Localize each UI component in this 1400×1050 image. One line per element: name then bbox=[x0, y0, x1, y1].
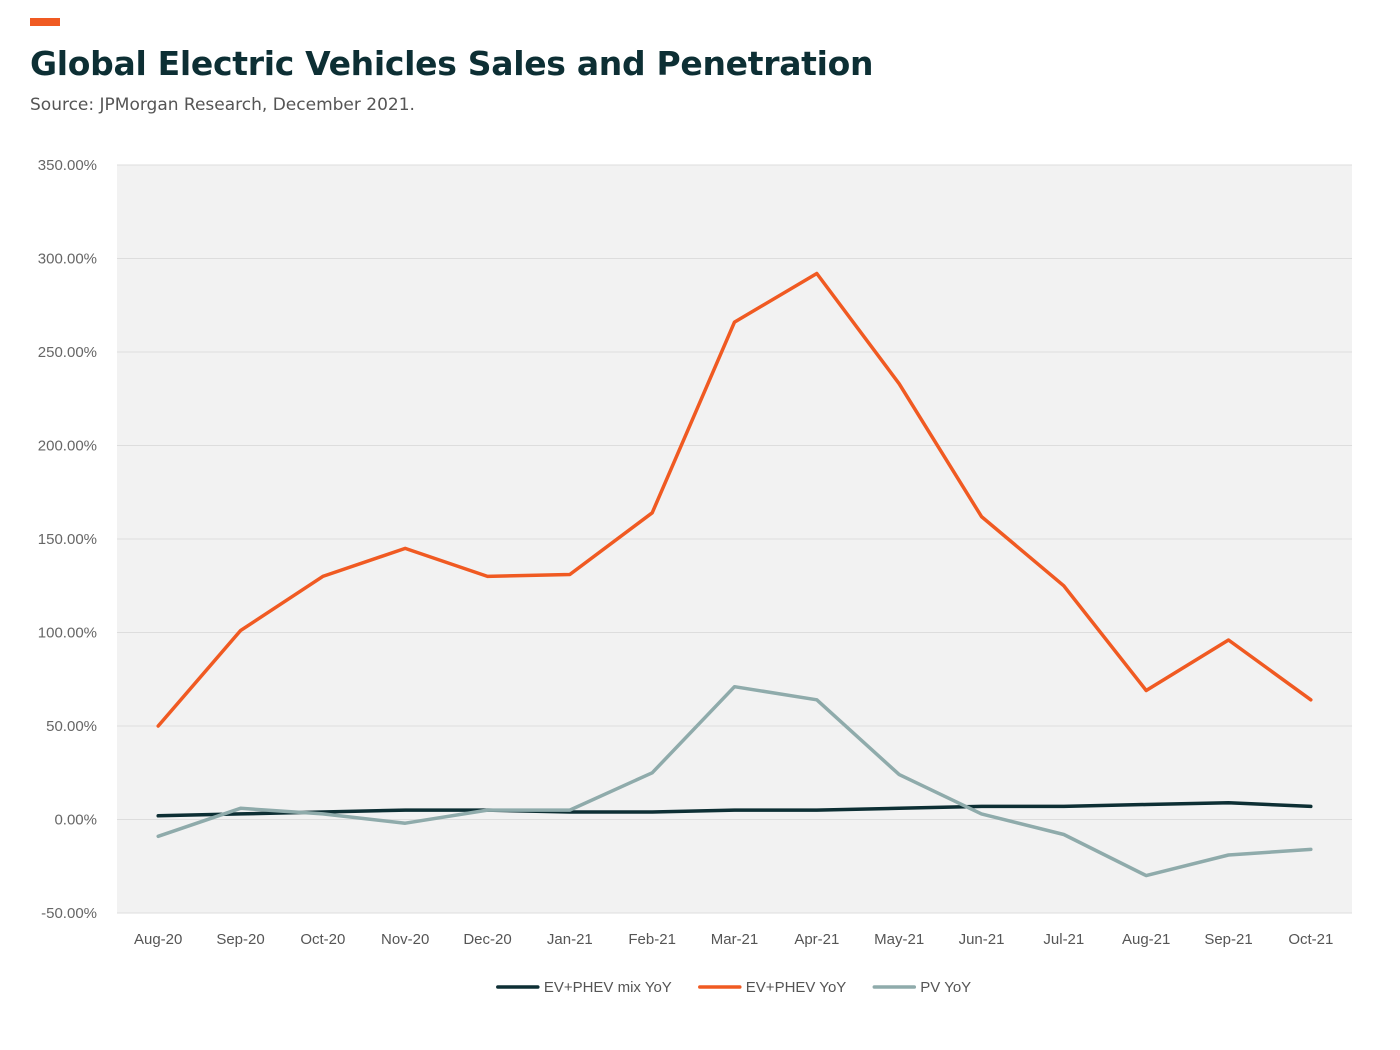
y-tick-label: 250.00% bbox=[38, 344, 97, 361]
y-tick-label: 0.00% bbox=[54, 812, 97, 829]
y-tick-label: 50.00% bbox=[46, 718, 97, 735]
accent-bar bbox=[30, 18, 60, 26]
x-tick-label: Mar-21 bbox=[711, 931, 759, 948]
x-tick-label: Jun-21 bbox=[959, 931, 1005, 948]
chart-title: Global Electric Vehicles Sales and Penet… bbox=[30, 44, 874, 83]
legend-label: PV YoY bbox=[920, 979, 971, 996]
y-tick-label: 150.00% bbox=[38, 531, 97, 548]
series-lines bbox=[156, 271, 1313, 878]
gridlines bbox=[117, 164, 1352, 914]
y-tick-label: 300.00% bbox=[38, 251, 97, 268]
legend: EV+PHEV mix YoY EV+PHEV YoY PV YoY bbox=[496, 979, 971, 996]
x-tick-label: Jan-21 bbox=[547, 931, 593, 948]
x-tick-label: Aug-20 bbox=[134, 931, 182, 948]
x-tick-label: Dec-20 bbox=[463, 931, 511, 948]
x-tick-label: Nov-20 bbox=[381, 931, 429, 948]
legend-label: EV+PHEV mix YoY bbox=[544, 979, 672, 996]
x-tick-label: Sep-21 bbox=[1204, 931, 1252, 948]
legend-label: EV+PHEV YoY bbox=[746, 979, 847, 996]
x-tick-label: Apr-21 bbox=[794, 931, 839, 948]
y-axis-ticks: -50.00% 0.00% 50.00% 100.00% 150.00% 200.00% 2… bbox=[38, 157, 97, 922]
y-tick-label: 200.00% bbox=[38, 438, 97, 455]
x-tick-label: Sep-20 bbox=[216, 931, 264, 948]
x-tick-label: Aug-21 bbox=[1122, 931, 1170, 948]
x-tick-label: Jul-21 bbox=[1043, 931, 1084, 948]
x-axis-ticks: Aug-20 Sep-20 Oct-20 Nov-20 Dec-20 Jan-21 Feb-… bbox=[134, 931, 1333, 948]
chart-subtitle: Source: JPMorgan Research, December 2021… bbox=[30, 95, 415, 115]
y-tick-label: -50.00% bbox=[41, 905, 97, 922]
series-line-pv-yoy bbox=[156, 684, 1313, 878]
y-tick-label: 350.00% bbox=[38, 157, 97, 174]
x-tick-label: Oct-20 bbox=[300, 931, 345, 948]
x-tick-label: Oct-21 bbox=[1288, 931, 1333, 948]
y-tick-label: 100.00% bbox=[38, 625, 97, 642]
x-tick-label: Feb-21 bbox=[628, 931, 676, 948]
series-line-ev-phev-yoy bbox=[156, 271, 1313, 728]
x-tick-label: May-21 bbox=[874, 931, 924, 948]
series-line-ev-phev-mix-yoy bbox=[156, 800, 1313, 818]
